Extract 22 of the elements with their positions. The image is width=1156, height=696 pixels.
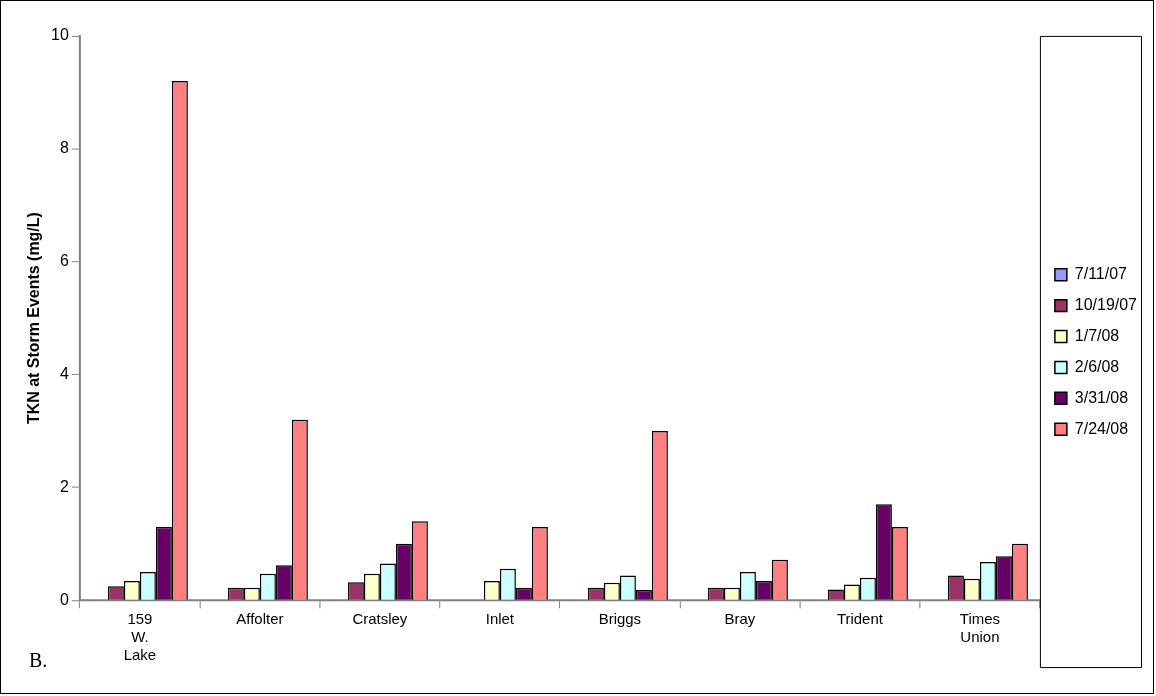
x-tick-label: Bray (724, 610, 756, 628)
y-tick-label: 4 (60, 364, 69, 382)
y-axis-title: TKN at Storm Events (mg/L) (24, 212, 42, 424)
x-tick-label: Inlet (485, 610, 515, 628)
legend-label: 10/19/07 (1074, 296, 1138, 314)
x-tick-label: Affolter (236, 610, 284, 628)
x-tick-label: 159 W. Lake (123, 610, 157, 664)
y-tick-label: 10 (51, 26, 69, 44)
legend-label: 3/31/08 (1074, 388, 1129, 406)
legend-label: 2/6/08 (1074, 357, 1120, 375)
text: B. (28, 649, 48, 672)
y-tick-label: 6 (60, 252, 69, 270)
legend-label: 7/11/07 (1074, 265, 1128, 283)
x-tick-label: Times Union (959, 610, 1000, 646)
legend-label: 1/7/08 (1074, 326, 1120, 344)
x-tick-label: Briggs (598, 610, 642, 628)
legend-label: 7/24/08 (1074, 419, 1129, 437)
y-tick-label: 8 (60, 139, 69, 157)
x-tick-label: Trident (836, 610, 884, 628)
y-tick-label: 2 (60, 477, 69, 495)
y-tick-label: 0 (60, 590, 69, 608)
x-tick-label: Cratsley (352, 610, 408, 628)
